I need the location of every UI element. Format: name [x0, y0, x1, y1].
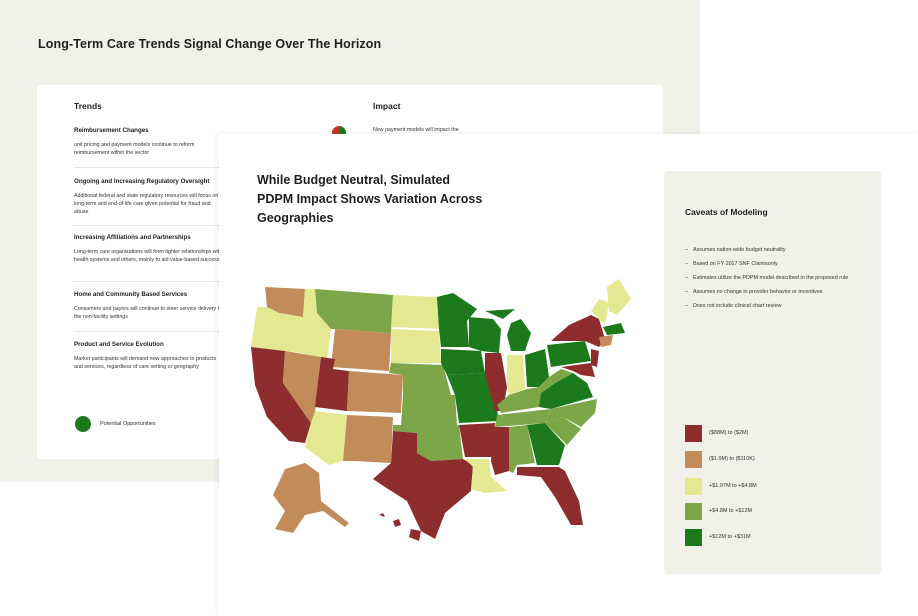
legend-label: ($1.9M) to ($110K)	[709, 456, 755, 462]
back-slide-title: Long-Term Care Trends Signal Change Over…	[38, 37, 382, 51]
trend-desc: Consumers and payors will continue to st…	[74, 306, 223, 320]
state-il	[485, 353, 507, 411]
state-ok	[393, 425, 463, 461]
state-oh	[525, 349, 549, 387]
state-sc	[545, 417, 581, 445]
state-ks	[401, 395, 457, 425]
state-al	[509, 425, 535, 473]
caveat-item: Assumes no change in provider behavior o…	[685, 289, 865, 297]
trend-title: Reimbursement Changes	[74, 127, 149, 134]
state-ia	[441, 349, 485, 375]
state-or	[251, 307, 303, 353]
state-ak	[273, 463, 349, 533]
caveat-item: Estimates utilize the PDPM model describ…	[685, 275, 865, 283]
state-mi	[485, 309, 531, 351]
state-ms	[491, 427, 509, 475]
trend-desc: Additional federal and state regulatory …	[74, 193, 219, 215]
state-az	[305, 411, 347, 465]
state-vt	[591, 299, 609, 325]
state-ma	[603, 323, 625, 335]
divider	[74, 167, 220, 168]
trend-title: Increasing Affiliations and Partnerships	[74, 234, 191, 241]
state-me	[607, 279, 631, 315]
state-wv	[539, 369, 573, 393]
trend-title: Ongoing and Increasing Regulatory Oversi…	[74, 178, 210, 185]
state-nm	[343, 415, 393, 463]
state-hi	[379, 513, 421, 541]
state-nj	[591, 349, 599, 367]
trend-desc: Long-term care organizations will form t…	[74, 249, 223, 263]
divider	[74, 281, 220, 282]
us-map	[251, 279, 631, 541]
state-co	[347, 371, 403, 413]
divider	[74, 331, 220, 332]
state-in	[507, 355, 525, 395]
legend-label: Potential Opportunities	[100, 421, 156, 427]
state-nc	[545, 399, 597, 427]
state-wi	[469, 317, 501, 353]
opportunity-dot-icon	[75, 416, 91, 432]
state-nd	[391, 295, 439, 329]
state-wa	[265, 287, 305, 317]
state-va	[539, 373, 593, 409]
state-la	[465, 459, 507, 493]
state-ny	[551, 315, 605, 347]
trend-desc: unit pricing and payment models continue…	[74, 142, 195, 156]
trend-item: Ongoing and Increasing Regulatory Oversi…	[74, 178, 224, 216]
legend-swatch	[685, 529, 702, 546]
caveats-heading: Caveats of Modeling	[685, 207, 768, 217]
legend-label: +$1.97M to +$4.8M	[709, 483, 757, 489]
trend-title: Home and Community Based Services	[74, 291, 188, 298]
state-mn	[437, 293, 477, 347]
divider	[74, 225, 220, 226]
legend-swatch	[685, 503, 702, 520]
caveats-panel: Caveats of Modeling Assumes nation-wide …	[664, 171, 881, 574]
legend-label: ($88M) to ($2M)	[709, 430, 749, 436]
state-ky	[497, 387, 549, 413]
legend-label: +$12M to +$31M	[709, 534, 751, 540]
state-nv	[283, 351, 321, 423]
trend-item: Increasing Affiliations and Partnerships…	[74, 234, 224, 264]
state-fl	[517, 467, 583, 525]
state-ct	[599, 335, 613, 347]
pdpm-slide: While Budget Neutral, Simulated PDPM Imp…	[219, 134, 918, 616]
trend-desc: Market participants will demand new appr…	[74, 356, 217, 370]
trend-item: Reimbursement Changes unit pricing and p…	[74, 127, 224, 157]
caveat-item: Based on FY 2017 SNF Claimsonly	[685, 261, 865, 269]
legend-swatch	[685, 478, 702, 495]
caveat-item: Does not include clinical chart review	[685, 303, 865, 311]
impact-text: New payment models will impact the	[373, 127, 459, 133]
state-ne	[389, 363, 451, 395]
state-sd	[391, 329, 441, 363]
state-id	[301, 289, 331, 359]
trends-heading: Trends	[74, 101, 102, 111]
state-pa	[547, 341, 591, 367]
caveat-item: Assumes nation-wide budget neutrality	[685, 247, 865, 255]
state-tx	[373, 431, 473, 539]
legend-swatch	[685, 425, 702, 442]
state-mo	[447, 373, 499, 423]
state-md	[561, 363, 595, 377]
state-ga	[527, 423, 565, 465]
caveats-list: Assumes nation-wide budget neutrality Ba…	[685, 247, 865, 317]
state-ca	[251, 347, 311, 443]
state-ut	[315, 357, 349, 411]
state-wy	[331, 329, 391, 371]
front-slide-title: While Budget Neutral, Simulated PDPM Imp…	[257, 173, 483, 225]
trend-item: Home and Community Based Services Consum…	[74, 291, 224, 321]
legend-label: +$4.8M to +$12M	[709, 508, 753, 514]
trend-item: Product and Service Evolution Market par…	[74, 341, 224, 371]
state-ar	[459, 423, 495, 457]
trend-title: Product and Service Evolution	[74, 341, 164, 348]
legend-swatch	[685, 451, 702, 468]
state-tn	[495, 409, 551, 427]
state-mt	[315, 289, 393, 333]
impact-heading: Impact	[373, 101, 401, 111]
